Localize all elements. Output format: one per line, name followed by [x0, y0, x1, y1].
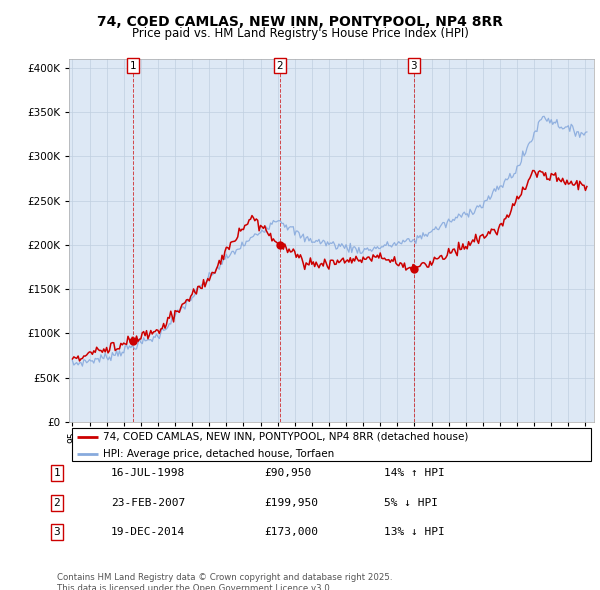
Text: 74, COED CAMLAS, NEW INN, PONTYPOOL, NP4 8RR: 74, COED CAMLAS, NEW INN, PONTYPOOL, NP4…: [97, 15, 503, 29]
Text: 13% ↓ HPI: 13% ↓ HPI: [384, 527, 445, 537]
Text: 3: 3: [410, 61, 417, 71]
Text: 2: 2: [277, 61, 283, 71]
Text: 19-DEC-2014: 19-DEC-2014: [111, 527, 185, 537]
Text: 23-FEB-2007: 23-FEB-2007: [111, 498, 185, 507]
Text: HPI: Average price, detached house, Torfaen: HPI: Average price, detached house, Torf…: [103, 449, 334, 459]
Text: Price paid vs. HM Land Registry's House Price Index (HPI): Price paid vs. HM Land Registry's House …: [131, 27, 469, 40]
FancyBboxPatch shape: [71, 428, 592, 461]
Text: 74, COED CAMLAS, NEW INN, PONTYPOOL, NP4 8RR (detached house): 74, COED CAMLAS, NEW INN, PONTYPOOL, NP4…: [103, 432, 469, 442]
Text: 1: 1: [53, 468, 61, 478]
Text: 16-JUL-1998: 16-JUL-1998: [111, 468, 185, 478]
Text: 2: 2: [53, 498, 61, 507]
Text: £90,950: £90,950: [264, 468, 311, 478]
Text: 3: 3: [53, 527, 61, 537]
Text: Contains HM Land Registry data © Crown copyright and database right 2025.
This d: Contains HM Land Registry data © Crown c…: [57, 573, 392, 590]
Text: £199,950: £199,950: [264, 498, 318, 507]
Text: £173,000: £173,000: [264, 527, 318, 537]
Text: 1: 1: [130, 61, 136, 71]
Text: 5% ↓ HPI: 5% ↓ HPI: [384, 498, 438, 507]
Text: 14% ↑ HPI: 14% ↑ HPI: [384, 468, 445, 478]
